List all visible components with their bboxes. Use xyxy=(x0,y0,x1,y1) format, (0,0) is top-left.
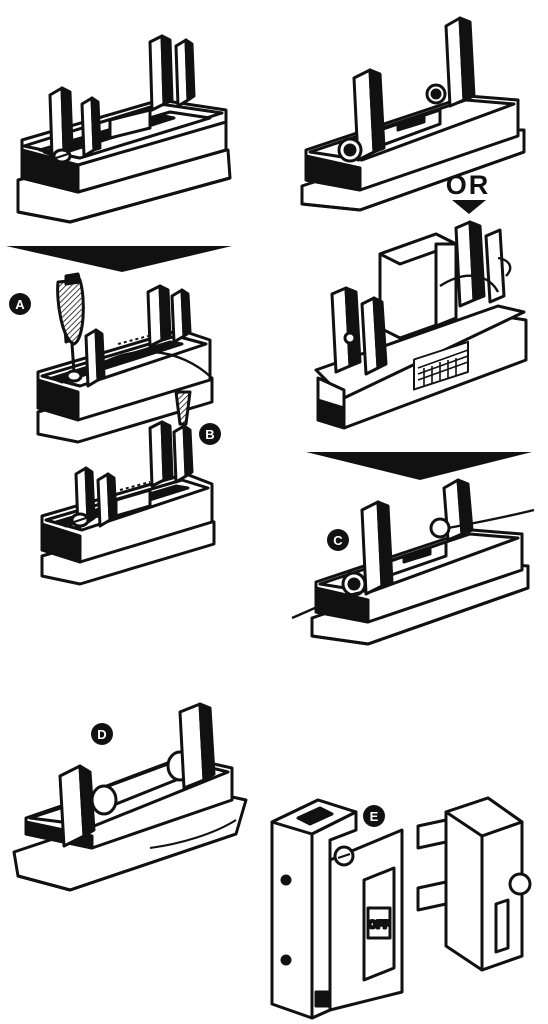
step-a-label: A xyxy=(15,297,25,312)
fuse-carrier-step-a xyxy=(36,272,214,444)
fuse-holder-with-cartridge xyxy=(314,220,528,430)
mcb-side xyxy=(416,796,532,972)
step-e-label: E xyxy=(370,809,379,824)
fuse-carrier-step-c xyxy=(291,478,535,646)
step-c-badge: C xyxy=(327,529,349,551)
step-d-badge: D xyxy=(91,723,113,745)
step-b-label: B xyxy=(205,427,214,442)
arrow-down-right-icon xyxy=(306,452,532,480)
cartridge-fuse-carrier xyxy=(12,702,248,892)
fuse-carrier-empty xyxy=(16,34,232,224)
arrow-down-small-icon xyxy=(452,200,486,214)
or-label: OR xyxy=(446,170,491,200)
step-a-badge: A xyxy=(9,293,31,315)
mcb-front: OFF xyxy=(270,798,404,1020)
arrow-down-left-icon xyxy=(6,246,232,272)
step-e-badge: E xyxy=(363,805,385,827)
step-c-label: C xyxy=(333,533,343,548)
off-label: OFF xyxy=(368,919,390,931)
step-d-label: D xyxy=(97,727,106,742)
step-b-badge: B xyxy=(199,423,221,445)
fuse-carrier-screw-type xyxy=(300,16,526,212)
or-indicator: OR xyxy=(446,170,491,214)
fuse-carrier-step-b xyxy=(40,390,216,586)
